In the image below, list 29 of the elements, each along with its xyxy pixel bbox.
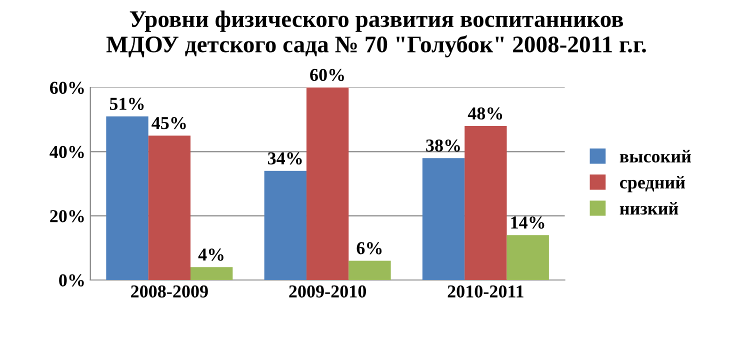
y-tick-label: 0% — [59, 274, 84, 286]
legend-label: средний — [620, 176, 686, 192]
data-label: 4% — [198, 248, 224, 261]
data-label: 51% — [110, 98, 144, 110]
bar — [264, 170, 306, 280]
x-tick-label: 2009-2010 — [289, 285, 366, 298]
legend-label: низкий — [620, 202, 678, 215]
y-tick-label: 40% — [50, 146, 84, 158]
data-label: 45% — [152, 116, 186, 130]
x-tick-label: 2010-2011 — [448, 285, 524, 298]
data-label: 48% — [468, 107, 502, 120]
bar — [422, 158, 465, 280]
bar — [348, 260, 391, 280]
y-tick-label: 60% — [50, 82, 84, 94]
data-label: 60% — [310, 68, 344, 82]
legend-label: высокий — [620, 150, 691, 163]
data-label: 34% — [268, 152, 302, 165]
chart-title: Уровни физического развития воспитанников МДОУ детского сада № 70 "Голубок" 2008-2011 г.г. — [106, 10, 646, 58]
bar — [306, 88, 349, 280]
bar — [190, 267, 233, 280]
data-label: 38% — [426, 139, 460, 152]
bar — [506, 235, 549, 280]
y-tick-label: 20% — [50, 210, 84, 222]
bar — [106, 116, 148, 280]
bar — [148, 136, 191, 280]
x-tick-label: 2008-2009 — [131, 285, 208, 298]
data-label: 14% — [511, 216, 544, 229]
bar — [464, 126, 507, 280]
data-label: 6% — [356, 242, 382, 254]
